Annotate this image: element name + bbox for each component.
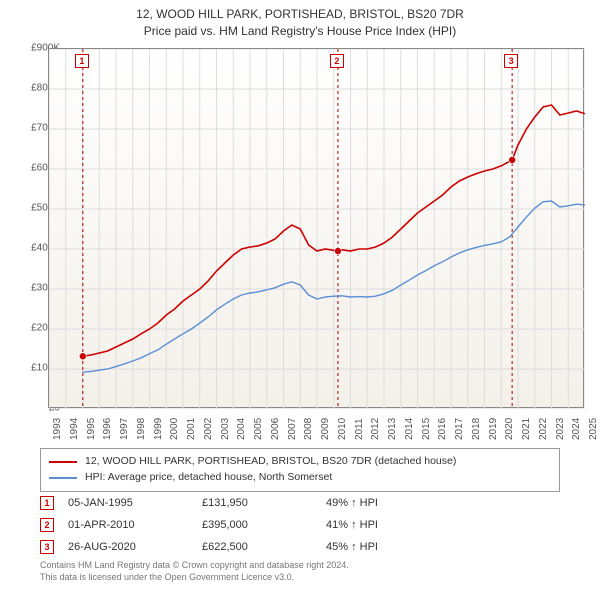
x-tick-label: 2011: [354, 418, 365, 440]
x-tick-label: 2022: [538, 418, 549, 440]
sale-pct: 49% ↑ HPI: [326, 497, 446, 509]
x-tick-label: 2025: [588, 418, 599, 440]
x-tick-label: 2016: [437, 418, 448, 440]
legend-item-price-paid: 12, WOOD HILL PARK, PORTISHEAD, BRISTOL,…: [49, 454, 551, 470]
sale-date: 05-JAN-1995: [68, 497, 188, 509]
sale-price: £131,950: [202, 497, 312, 509]
marker-box-1: 1: [40, 496, 54, 510]
x-tick-label: 2023: [555, 418, 566, 440]
x-tick-label: 2008: [303, 418, 314, 440]
x-tick-label: 2013: [387, 418, 398, 440]
chart-marker-1: 1: [75, 54, 89, 68]
x-tick-label: 2010: [337, 418, 348, 440]
x-tick-label: 2004: [236, 418, 247, 440]
chart-title-block: 12, WOOD HILL PARK, PORTISHEAD, BRISTOL,…: [0, 0, 600, 40]
x-tick-label: 2003: [220, 418, 231, 440]
legend: 12, WOOD HILL PARK, PORTISHEAD, BRISTOL,…: [40, 448, 560, 492]
sale-date: 26-AUG-2020: [68, 541, 188, 553]
x-tick-label: 2005: [253, 418, 264, 440]
chart-svg: [49, 49, 585, 409]
x-tick-label: 2002: [203, 418, 214, 440]
x-tick-label: 2020: [504, 418, 515, 440]
sale-pct: 45% ↑ HPI: [326, 541, 446, 553]
x-tick-label: 2012: [370, 418, 381, 440]
table-row: 3 26-AUG-2020 £622,500 45% ↑ HPI: [40, 536, 560, 558]
x-tick-label: 1996: [102, 418, 113, 440]
sale-price: £395,000: [202, 519, 312, 531]
x-tick-label: 2009: [320, 418, 331, 440]
x-tick-label: 2001: [186, 418, 197, 440]
table-row: 2 01-APR-2010 £395,000 41% ↑ HPI: [40, 514, 560, 536]
x-tick-label: 1998: [136, 418, 147, 440]
x-tick-label: 2019: [488, 418, 499, 440]
x-tick-label: 2018: [471, 418, 482, 440]
sales-table: 1 05-JAN-1995 £131,950 49% ↑ HPI 2 01-AP…: [40, 492, 560, 558]
table-row: 1 05-JAN-1995 £131,950 49% ↑ HPI: [40, 492, 560, 514]
chart-marker-3: 3: [504, 54, 518, 68]
legend-swatch-price-paid: [49, 461, 77, 463]
footer-line1: Contains HM Land Registry data © Crown c…: [40, 560, 560, 572]
sale-pct: 41% ↑ HPI: [326, 519, 446, 531]
legend-item-hpi: HPI: Average price, detached house, Nort…: [49, 470, 551, 486]
marker-box-3: 3: [40, 540, 54, 554]
x-tick-label: 2006: [270, 418, 281, 440]
x-tick-label: 1993: [52, 418, 63, 440]
x-tick-label: 1999: [153, 418, 164, 440]
chart-title-line2: Price paid vs. HM Land Registry's House …: [0, 23, 600, 40]
footer-line2: This data is licensed under the Open Gov…: [40, 572, 560, 584]
chart-marker-2: 2: [330, 54, 344, 68]
x-tick-label: 2021: [521, 418, 532, 440]
footer: Contains HM Land Registry data © Crown c…: [40, 560, 560, 583]
x-tick-label: 2000: [169, 418, 180, 440]
marker-box-2: 2: [40, 518, 54, 532]
legend-swatch-hpi: [49, 477, 77, 479]
x-tick-label: 1997: [119, 418, 130, 440]
x-tick-label: 2014: [404, 418, 415, 440]
x-tick-label: 1994: [69, 418, 80, 440]
x-tick-label: 1995: [86, 418, 97, 440]
sale-date: 01-APR-2010: [68, 519, 188, 531]
sale-price: £622,500: [202, 541, 312, 553]
chart-plot-area: [48, 48, 584, 408]
x-tick-label: 2017: [454, 418, 465, 440]
chart-title-line1: 12, WOOD HILL PARK, PORTISHEAD, BRISTOL,…: [0, 6, 600, 23]
legend-label-hpi: HPI: Average price, detached house, Nort…: [85, 470, 332, 486]
x-tick-label: 2015: [421, 418, 432, 440]
legend-label-price-paid: 12, WOOD HILL PARK, PORTISHEAD, BRISTOL,…: [85, 454, 456, 470]
x-tick-label: 2007: [287, 418, 298, 440]
x-tick-label: 2024: [571, 418, 582, 440]
